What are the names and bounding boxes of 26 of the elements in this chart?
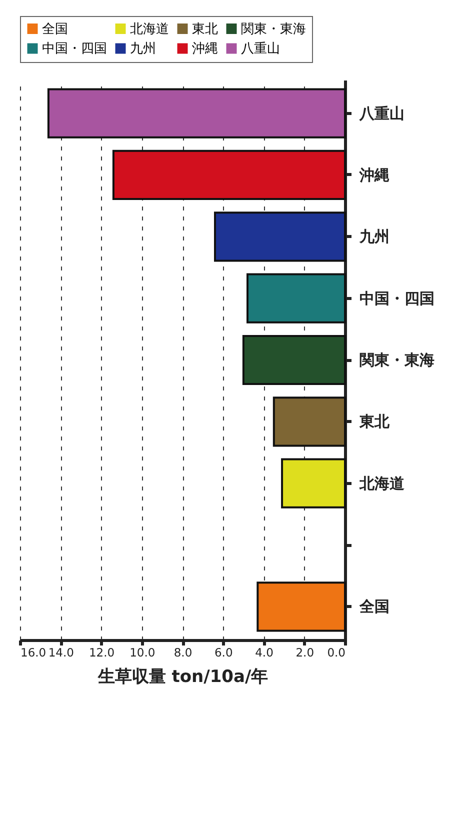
legend-label: 北海道 [130,22,169,37]
legend-label: 九州 [130,42,156,56]
x-tick-label: 0.0 [327,646,346,660]
legend-label: 沖縄 [192,42,218,56]
x-tick-label: 2.0 [296,646,314,660]
y-tick-label: 東北 [358,412,390,431]
legend-label: 東北 [192,22,218,37]
x-tick-label: 16.0 [20,646,46,660]
y-tick-label: 九州 [358,228,390,246]
legend-label: 関東・東海 [241,22,306,37]
y-tick-label: 関東・東海 [360,351,434,369]
y-tick-label: 全国 [358,598,390,616]
x-axis-title: 生草収量 ton/10a/年 [96,667,268,687]
x-tick-label: 10.0 [130,646,156,660]
legend-label: 全国 [42,22,68,37]
x-tick-label: 4.0 [255,646,274,660]
y-tick-label: 中国・四国 [360,289,434,308]
y-tick-label: 北海道 [358,474,406,492]
legend-label: 八重山 [241,42,280,56]
x-tick-label: 6.0 [214,646,233,660]
y-tick-label: 沖縄 [358,166,390,184]
y-tick-label: 八重山 [358,104,404,122]
x-tick-label: 8.0 [174,646,192,660]
legend-label: 中国・四国 [42,42,107,56]
x-tick-label: 14.0 [48,646,74,660]
x-tick-label: 12.0 [88,646,115,660]
